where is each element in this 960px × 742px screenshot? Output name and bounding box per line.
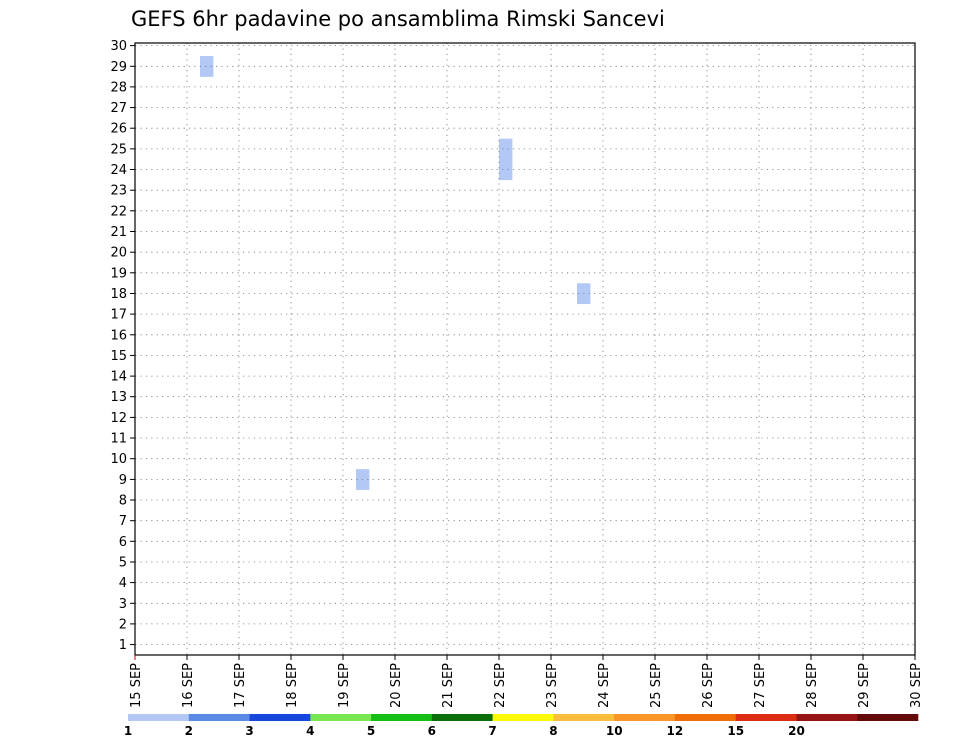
legend-swatch [371, 714, 433, 721]
y-tick-label: 9 [119, 473, 127, 488]
y-tick-label: 1 [119, 638, 127, 653]
cells-layer [200, 56, 591, 490]
data-cell [499, 159, 513, 181]
y-tick-label: 15 [110, 349, 127, 364]
y-tick-label: 28 [110, 80, 127, 95]
legend-swatch [492, 714, 554, 721]
x-tick-label: 18 SEP [285, 663, 300, 708]
x-tick-label: 22 SEP [493, 663, 508, 708]
legend-label: 8 [549, 724, 557, 738]
legend-swatch [614, 714, 676, 721]
x-tick-label: 28 SEP [805, 663, 820, 708]
y-tick-label: 26 [110, 122, 127, 137]
legend-swatch [249, 714, 311, 721]
y-tick-label: 4 [119, 576, 127, 591]
y-tick-label: 2 [119, 617, 127, 632]
plot-frame [134, 42, 916, 656]
legend-label: 3 [245, 724, 253, 738]
y-tick-label: 7 [119, 514, 127, 529]
legend-label: 10 [606, 724, 623, 738]
y-tick-label: 14 [110, 370, 127, 385]
legend-swatch [553, 714, 615, 721]
x-tick-label: 16 SEP [181, 663, 196, 708]
legend-swatch [128, 714, 190, 721]
x-tick-label: 29 SEP [857, 663, 872, 708]
x-tick-label: 20 SEP [389, 663, 404, 708]
y-tick-label: 23 [110, 184, 127, 199]
x-tick-label: 27 SEP [753, 663, 768, 708]
x-tick-label: 15 SEP [129, 663, 144, 708]
y-tick-label: 24 [110, 163, 127, 178]
y-tick-label: 10 [110, 452, 127, 467]
legend-swatch [310, 714, 372, 721]
legend-label: 4 [306, 724, 314, 738]
y-tick-label: 6 [119, 535, 127, 550]
legend-swatch [674, 714, 736, 721]
chart-title: GEFS 6hr padavine po ansamblima Rimski S… [131, 7, 665, 31]
legend-label: 7 [488, 724, 496, 738]
legend-label: 1 [124, 724, 132, 738]
legend-label: 20 [788, 724, 805, 738]
y-tick-label: 13 [110, 390, 127, 405]
y-tick-label: 22 [110, 204, 127, 219]
x-tick-label: 21 SEP [441, 663, 456, 708]
x-tick-label: 26 SEP [701, 663, 716, 708]
color-legend: 1 2 3 4 5 6 7 8 10 12 15 20 [124, 714, 919, 738]
y-tick-label: 3 [119, 597, 127, 612]
y-tick-label: 29 [110, 60, 127, 75]
y-tick-label: 5 [119, 556, 127, 571]
legend-label: 12 [667, 724, 684, 738]
data-cell [200, 56, 214, 77]
y-tick-label: 19 [110, 266, 127, 281]
y-tick-label: 17 [110, 308, 127, 323]
x-tick-label: 24 SEP [597, 663, 612, 708]
y-tick-label: 8 [119, 494, 127, 509]
x-axis: 15 SEP 16 SEP 17 SEP 18 SEP 19 SEP 20 SEP 21 S… [129, 655, 924, 708]
x-tick-label: 25 SEP [649, 663, 664, 708]
y-tick-label: 20 [110, 246, 127, 261]
y-tick-label: 11 [110, 432, 127, 447]
legend-swatch [735, 714, 797, 721]
legend-swatch [188, 714, 250, 721]
legend-swatch [796, 714, 858, 721]
x-tick-label: 19 SEP [337, 663, 352, 708]
y-tick-label: 18 [110, 287, 127, 302]
y-tick-label: 27 [110, 101, 127, 116]
legend-label: 15 [727, 724, 744, 738]
x-tick-label: 17 SEP [233, 663, 248, 708]
legend-label: 5 [367, 724, 375, 738]
y-tick-label: 30 [110, 39, 127, 54]
y-axis: 1234567891011121314151617181920212223242… [110, 39, 135, 653]
y-tick-label: 25 [110, 142, 127, 157]
legend-swatch [857, 714, 919, 721]
data-cell [499, 138, 513, 160]
grid-layer [135, 43, 915, 655]
legend-swatch [431, 714, 493, 721]
y-tick-label: 12 [110, 411, 127, 426]
legend-label: 6 [428, 724, 436, 738]
x-tick-label: 30 SEP [909, 663, 924, 708]
y-tick-label: 21 [110, 225, 127, 240]
y-tick-label: 16 [110, 328, 127, 343]
legend-label: 2 [185, 724, 193, 738]
x-tick-label: 23 SEP [545, 663, 560, 708]
